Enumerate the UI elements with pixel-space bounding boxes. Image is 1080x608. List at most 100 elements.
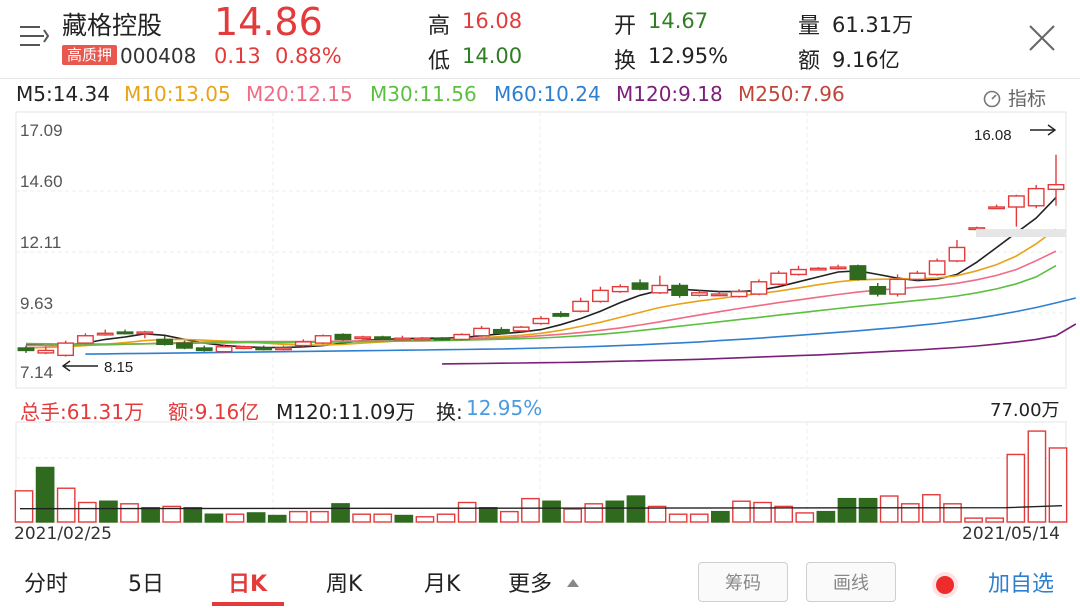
candle-body bbox=[869, 285, 887, 295]
candle-body bbox=[631, 282, 649, 290]
candle-body bbox=[314, 335, 332, 344]
total-volume-label: 总手:61.31万 bbox=[20, 400, 144, 424]
candle-body bbox=[76, 335, 94, 344]
candle-body bbox=[116, 331, 134, 335]
open-label: 开 bbox=[614, 14, 637, 39]
volume-bar bbox=[732, 500, 751, 523]
tab-more[interactable]: 更多 bbox=[508, 566, 581, 598]
indicator-button[interactable]: 指标 bbox=[982, 84, 1046, 111]
candle-body bbox=[136, 331, 154, 335]
candle-body bbox=[37, 349, 55, 354]
quality-badge: 高质押 bbox=[62, 44, 118, 65]
ma-legend-m250: M250:7.96 bbox=[738, 82, 845, 106]
chips-button[interactable]: 筹码 bbox=[698, 562, 788, 602]
volume-ma120-line bbox=[19, 505, 1063, 510]
close-icon[interactable] bbox=[1026, 22, 1058, 54]
volume-bar bbox=[267, 514, 287, 523]
ma-line-m20 bbox=[26, 250, 1057, 347]
annotations: 16.08 8.15 bbox=[61, 124, 1066, 376]
volume-chart[interactable] bbox=[0, 418, 1080, 524]
y-tick-label: 7.14 bbox=[20, 363, 53, 382]
volume-bar bbox=[626, 495, 646, 523]
candle-body bbox=[512, 326, 530, 332]
volume-bar bbox=[35, 466, 55, 523]
candle-body bbox=[354, 336, 372, 340]
candlestick-chart[interactable]: 17.09 14.60 12.11 9.63 7.14 16.08 8.15 bbox=[0, 110, 1080, 394]
volume-bar bbox=[1048, 447, 1068, 523]
ma-legend-m60: M60:10.24 bbox=[494, 82, 601, 106]
candle-body bbox=[829, 266, 847, 270]
ma-line-m10 bbox=[25, 228, 1057, 349]
volume-bar bbox=[478, 507, 498, 523]
volume-bar bbox=[563, 508, 583, 523]
candle-body bbox=[294, 341, 312, 347]
volume-bar bbox=[394, 514, 414, 523]
draw-line-button[interactable]: 画线 bbox=[806, 562, 896, 602]
candle-body bbox=[96, 332, 114, 336]
volume-bar bbox=[900, 503, 920, 523]
candle-body bbox=[651, 284, 669, 294]
volume-bar bbox=[373, 513, 393, 523]
caret-up-icon bbox=[567, 579, 580, 587]
tab-5day[interactable]: 5日 bbox=[128, 572, 164, 597]
candle-body bbox=[849, 265, 867, 281]
volume-bar bbox=[310, 510, 329, 523]
low-label: 低 bbox=[428, 49, 451, 74]
ma-legend-m5: M5:14.34 bbox=[16, 82, 110, 106]
date-axis: 2021/02/25 2021/05/14 bbox=[0, 524, 1080, 546]
volume-bar bbox=[14, 490, 34, 523]
low-value: 14.00 bbox=[462, 44, 523, 68]
volume-ma-line bbox=[19, 505, 1063, 510]
volume-bar bbox=[246, 512, 266, 523]
volume-bar bbox=[56, 487, 76, 523]
volume-m120-label: M120:11.09万 bbox=[276, 400, 416, 424]
ma-legend-m10: M10:13.05 bbox=[124, 82, 231, 106]
y-axis-ticks: 17.09 14.60 12.11 9.63 7.14 bbox=[20, 121, 63, 382]
ma-legend-m30: M30:11.56 bbox=[370, 82, 477, 106]
volume-bar bbox=[837, 497, 857, 523]
ma-legend: M5:14.34 M10:13.05 M20:12.15 M30:11.56 M… bbox=[0, 82, 1080, 110]
volume-bar bbox=[457, 501, 477, 523]
tab-intraday[interactable]: 分时 bbox=[24, 572, 69, 597]
volume-bar bbox=[77, 501, 97, 523]
candle-body bbox=[393, 337, 411, 341]
candle-body bbox=[453, 333, 471, 341]
volume-bar bbox=[183, 507, 203, 523]
tab-daily-k[interactable]: 日K bbox=[228, 572, 268, 597]
tab-weekly-k[interactable]: 周K bbox=[326, 572, 363, 597]
y-tick-label: 14.60 bbox=[20, 172, 63, 191]
record-icon[interactable] bbox=[930, 570, 960, 600]
volume-bar bbox=[415, 516, 435, 523]
stock-code: 000408 bbox=[120, 44, 197, 68]
candle-body bbox=[710, 293, 728, 297]
candle-body bbox=[572, 300, 590, 312]
candle-body bbox=[275, 347, 292, 351]
ma-line-m30 bbox=[25, 264, 1057, 345]
candle-body bbox=[492, 328, 510, 334]
ma-lines bbox=[25, 196, 1077, 365]
volume-bar bbox=[204, 513, 224, 523]
max-price-label: 16.08 bbox=[974, 127, 1012, 144]
active-tab-indicator bbox=[212, 602, 284, 606]
volume-bar bbox=[711, 510, 730, 523]
ma-line-m60 bbox=[85, 297, 1076, 355]
volume-bar bbox=[331, 503, 350, 523]
candle-body bbox=[17, 347, 35, 352]
candle-body bbox=[413, 337, 431, 341]
volume-bars bbox=[14, 430, 1068, 523]
high-label: 高 bbox=[428, 14, 451, 39]
tab-monthly-k[interactable]: 月K bbox=[424, 572, 461, 597]
tab-more-label: 更多 bbox=[508, 572, 553, 597]
menu-icon[interactable] bbox=[18, 24, 50, 50]
open-value: 14.67 bbox=[648, 9, 709, 33]
volume-bar bbox=[753, 501, 772, 523]
candle-body bbox=[730, 290, 748, 298]
chart-grid bbox=[15, 111, 1067, 389]
price-change-pct: 0.88% bbox=[275, 44, 342, 68]
volume-value: 61.31万 bbox=[832, 13, 914, 37]
volume-bar bbox=[141, 507, 160, 523]
add-to-watchlist-button[interactable]: 加自选 bbox=[988, 572, 1055, 597]
max-arrow-head bbox=[1047, 124, 1057, 136]
candles bbox=[17, 154, 1065, 357]
candle-body bbox=[215, 346, 233, 353]
